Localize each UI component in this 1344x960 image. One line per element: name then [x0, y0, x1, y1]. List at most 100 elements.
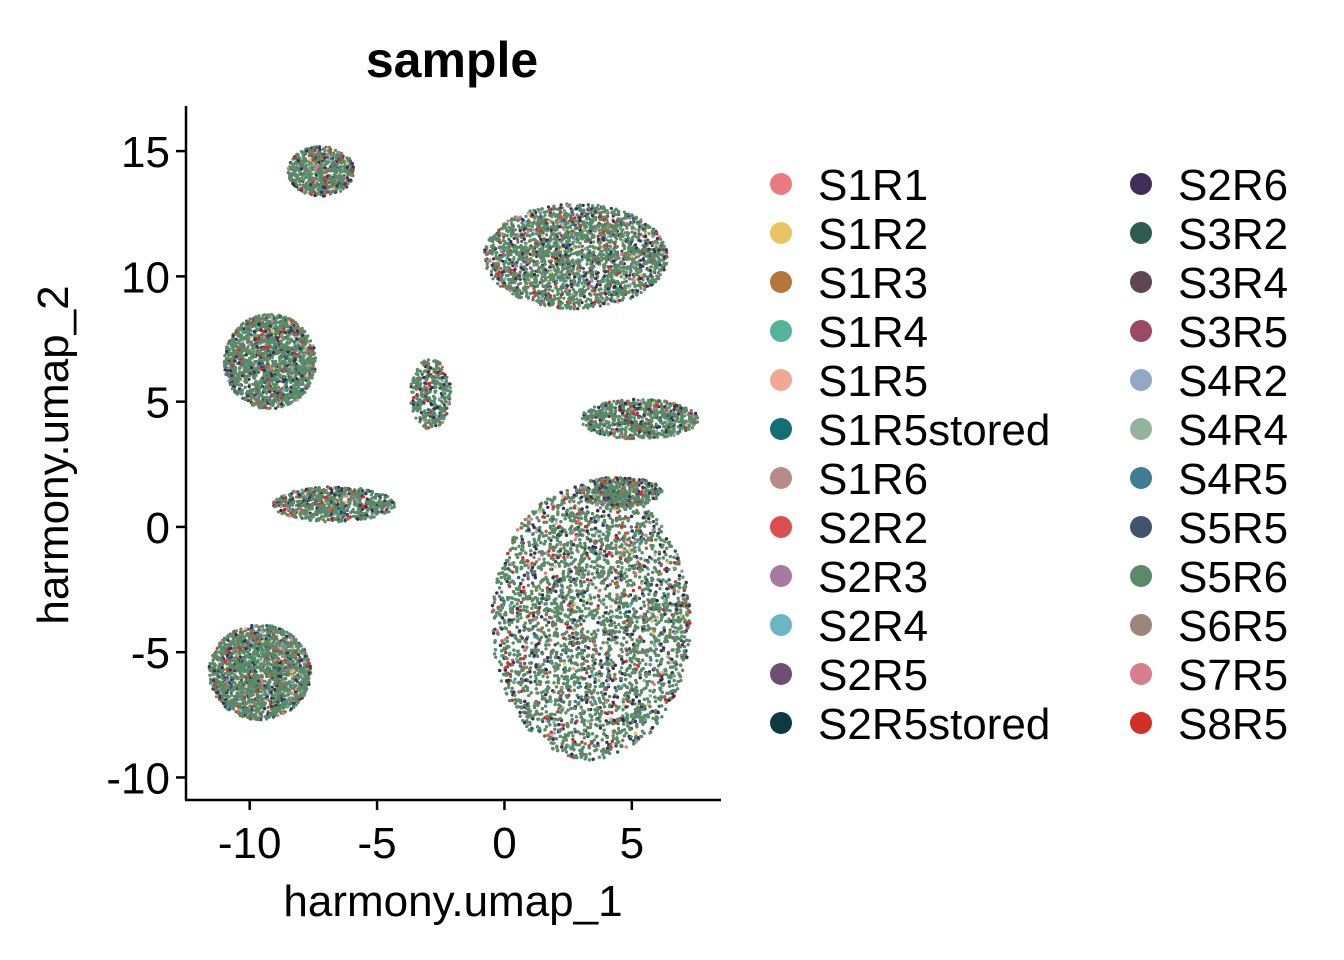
data-point — [255, 345, 259, 349]
data-point — [370, 515, 374, 519]
data-point — [337, 185, 342, 189]
data-point — [339, 497, 343, 501]
data-point — [316, 192, 320, 196]
data-point — [334, 181, 339, 185]
data-point — [270, 355, 274, 359]
data-point — [289, 380, 293, 384]
data-point — [316, 157, 320, 161]
data-point — [364, 505, 368, 509]
data-point — [346, 165, 350, 169]
data-point — [244, 397, 248, 401]
data-point — [340, 176, 345, 180]
data-point — [346, 505, 351, 509]
data-point — [299, 167, 304, 171]
data-point — [311, 158, 316, 162]
data-point — [257, 322, 261, 327]
data-point — [298, 359, 302, 363]
data-point — [247, 385, 251, 389]
data-point — [300, 327, 304, 331]
data-point — [358, 511, 362, 515]
data-point — [350, 496, 354, 500]
data-point — [338, 165, 342, 169]
data-point — [225, 349, 229, 354]
data-point — [286, 370, 290, 374]
data-point — [343, 169, 347, 173]
data-point — [246, 330, 250, 334]
data-point — [335, 162, 339, 166]
data-point — [264, 391, 268, 395]
data-point — [317, 486, 321, 490]
data-point — [230, 374, 234, 378]
data-point — [272, 700, 276, 704]
data-point — [298, 393, 302, 397]
data-point — [319, 178, 323, 182]
data-point — [310, 497, 314, 501]
data-point — [362, 511, 366, 516]
data-point — [265, 695, 269, 699]
data-point — [261, 704, 265, 708]
data-point — [244, 353, 248, 357]
data-point — [268, 353, 272, 357]
data-point — [299, 658, 303, 662]
data-point — [299, 377, 303, 381]
data-point — [330, 179, 334, 184]
data-point — [307, 671, 311, 675]
data-point — [309, 166, 313, 170]
data-point — [303, 351, 308, 355]
data-point — [231, 707, 236, 711]
data-point — [351, 169, 355, 173]
data-point — [231, 364, 235, 368]
data-point — [297, 507, 301, 511]
data-point — [223, 354, 227, 358]
data-point — [307, 355, 311, 359]
data-point — [242, 704, 246, 708]
data-point — [284, 343, 288, 347]
data-point — [281, 323, 285, 327]
cluster-left-upper — [222, 312, 318, 410]
data-point — [257, 399, 261, 403]
data-point — [324, 491, 328, 495]
data-point — [274, 359, 278, 363]
data-point — [291, 332, 295, 336]
data-point — [364, 515, 368, 520]
data-point — [335, 498, 339, 502]
data-point — [295, 383, 299, 387]
data-point — [255, 401, 259, 406]
data-point — [384, 508, 388, 512]
data-point — [320, 157, 324, 161]
data-point — [236, 389, 240, 393]
data-point — [224, 372, 228, 376]
data-point — [292, 168, 296, 172]
data-point — [335, 169, 339, 173]
data-point — [339, 189, 343, 193]
data-point — [290, 495, 294, 499]
data-point — [320, 509, 324, 513]
data-point — [313, 193, 317, 198]
scatter-points — [207, 144, 700, 762]
data-point — [340, 179, 344, 183]
data-point — [269, 336, 273, 340]
data-point — [388, 505, 392, 509]
data-point — [264, 364, 268, 368]
data-point — [275, 642, 279, 646]
data-point — [293, 156, 297, 160]
data-point — [320, 190, 324, 194]
data-point — [238, 351, 242, 356]
data-point — [322, 505, 326, 509]
data-point — [351, 492, 355, 497]
data-point — [348, 178, 352, 182]
data-point — [223, 645, 227, 650]
data-point — [308, 170, 312, 174]
data-point — [325, 179, 329, 183]
data-point — [386, 495, 390, 499]
data-point — [293, 490, 297, 494]
data-point — [313, 168, 317, 172]
data-point — [238, 366, 242, 370]
data-point — [271, 402, 275, 406]
data-point — [297, 493, 301, 497]
data-point — [270, 364, 274, 368]
data-point — [280, 346, 284, 350]
data-point — [305, 509, 309, 513]
data-point — [283, 330, 287, 334]
data-point — [290, 692, 294, 696]
